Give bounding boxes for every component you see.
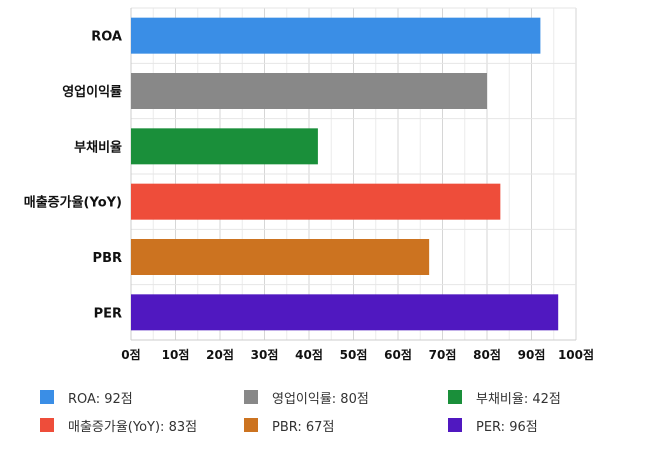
category-label: 부채비율	[74, 139, 122, 155]
x-tick-label: 20점	[206, 347, 234, 362]
category-label: ROA	[91, 30, 122, 45]
legend-item-operating-margin: 영업이익률: 80점	[244, 386, 369, 408]
legend-swatch	[448, 390, 462, 404]
x-tick-label: 0점	[121, 347, 140, 362]
x-tick-labels: 0점 10점 20점 30점 40점 50점 60점 70점 80점 90점 100점	[121, 347, 594, 362]
x-tick-label: 30점	[251, 347, 279, 362]
legend-item-pbr: PBR: 67점	[244, 414, 334, 436]
x-tick-label: 90점	[518, 347, 546, 362]
x-tick-label: 70점	[429, 347, 457, 362]
x-tick-label: 50점	[340, 347, 368, 362]
x-tick-label: 40점	[295, 347, 323, 362]
legend-item-debt-ratio: 부채비율: 42점	[448, 386, 561, 408]
bar-5	[131, 239, 430, 275]
legend: ROA: 92점 영업이익률: 80점 부채비율: 42점 매출증가율(YoY)…	[40, 386, 640, 446]
bar-3	[131, 128, 318, 165]
legend-item-revenue-growth: 매출증가율(YoY): 83점	[40, 414, 197, 436]
category-label: PBR	[93, 251, 122, 266]
legend-label: 매출증가율(YoY): 83점	[68, 419, 198, 435]
bar-4	[131, 183, 501, 220]
grid-lines	[130, 7, 577, 341]
category-label: 영업이익률	[62, 84, 122, 100]
legend-swatch	[40, 390, 54, 404]
legend-label: ROA: 92점	[68, 391, 133, 407]
bar-2	[131, 73, 487, 109]
bar-1	[131, 17, 541, 54]
legend-swatch	[40, 418, 54, 432]
legend-item-roa: ROA: 92점	[40, 386, 133, 408]
x-tick-label: 100점	[558, 347, 594, 362]
legend-item-per: PER: 96점	[448, 414, 538, 436]
category-label: 매출증가율(YoY)	[24, 195, 122, 211]
legend-label: PBR: 67점	[272, 419, 335, 435]
bar-6	[131, 294, 559, 331]
category-label: PER	[94, 306, 122, 321]
legend-swatch	[448, 418, 462, 432]
x-tick-label: 60점	[384, 347, 412, 362]
x-tick-label: 10점	[162, 347, 190, 362]
x-tick-label: 80점	[473, 347, 501, 362]
legend-swatch	[244, 390, 258, 404]
bars	[131, 17, 559, 331]
legend-swatch	[244, 418, 258, 432]
legend-label: PER: 96점	[476, 419, 538, 435]
legend-label: 부채비율: 42점	[476, 391, 561, 407]
legend-label: 영업이익률: 80점	[272, 391, 369, 407]
